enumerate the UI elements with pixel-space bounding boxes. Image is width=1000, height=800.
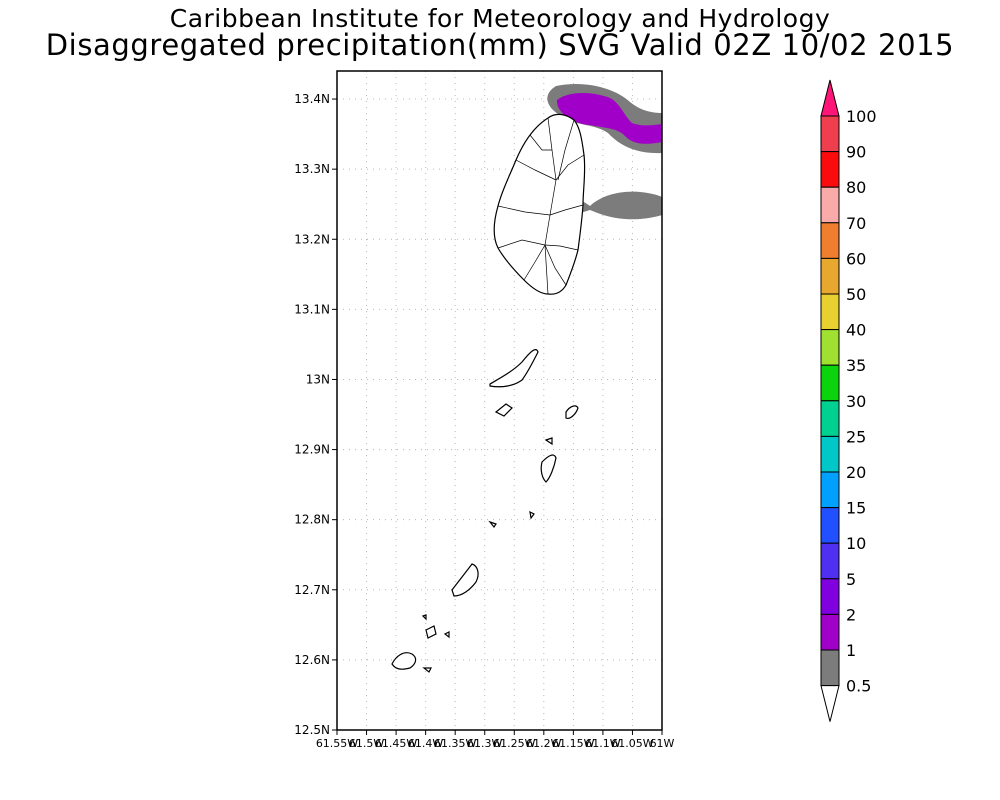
lon-tick-label: 61.15W (552, 737, 594, 750)
island-bequia (489, 349, 539, 388)
colorbar: 100 90 80 70 60 50 40 35 30 25 20 15 10 5 2 1 0.5 (820, 79, 877, 722)
colorbar-level-label: 40 (846, 321, 866, 340)
colorbar-level-label: 70 (846, 214, 866, 233)
islet-h (421, 614, 427, 621)
lat-tick-label: 12.5N (294, 723, 330, 737)
colorbar-level-label: 10 (846, 534, 866, 553)
colorbar-swatch (820, 507, 840, 544)
lat-tick-label: 13.1N (294, 302, 330, 316)
colorbar-level-label: 60 (846, 249, 866, 268)
colorbar-swatch (820, 471, 840, 509)
lon-tick-label: 61.05W (611, 737, 653, 750)
colorbar-level-label: 80 (846, 178, 866, 197)
islet-a (494, 403, 513, 417)
colorbar-level-label: 30 (846, 392, 866, 411)
lon-tick-label: 61.1W (585, 737, 620, 750)
map-frame (336, 70, 663, 731)
longitude-axis: 61.55W61.5W61.45W61.4W61.35W61.3W61.25W6… (316, 730, 675, 750)
lon-tick-label: 61W (650, 737, 675, 750)
colorbar-top-arrow (820, 79, 840, 117)
island-union (451, 563, 479, 597)
colorbar-swatch (820, 151, 840, 188)
colorbar-swatch (820, 364, 840, 402)
colorbar-level-label: 5 (846, 570, 856, 589)
islet-b (565, 405, 579, 419)
island-carriacou (391, 652, 417, 670)
colorbar-swatch (820, 329, 840, 366)
colorbar-level-label: 20 (846, 463, 866, 482)
lat-tick-label: 13.4N (294, 92, 330, 106)
lon-tick-label: 61.5W (349, 737, 384, 750)
lon-tick-label: 61.4W (408, 737, 443, 750)
lat-tick-label: 12.9N (294, 443, 330, 457)
lat-tick-label: 12.8N (294, 513, 330, 527)
lon-tick-label: 61.3W (467, 737, 502, 750)
institute-title: Caribbean Institute for Meteorology and … (169, 4, 831, 33)
colorbar-swatch (820, 400, 840, 437)
colorbar-level-label: 50 (846, 285, 866, 304)
colorbar-swatch (820, 613, 840, 651)
precip-area-purple-north (556, 93, 662, 144)
product-title: Disaggregated precipitation(mm) SVG Vali… (45, 28, 955, 62)
colorbar-level-label: 35 (846, 356, 866, 375)
islet-d (488, 520, 497, 529)
island-canouan (540, 454, 557, 483)
lon-tick-label: 61.35W (434, 737, 476, 750)
colorbar-level-label: 2 (846, 605, 856, 624)
colorbar-swatch (820, 222, 840, 259)
islet-c (544, 437, 553, 446)
lon-tick-label: 61.45W (375, 737, 417, 750)
colorbar-swatch (820, 435, 840, 473)
colorbar-swatch (820, 186, 840, 224)
lat-tick-label: 13N (306, 372, 330, 386)
colorbar-swatch (820, 293, 840, 331)
lon-tick-label: 61.2W (526, 737, 561, 750)
islet-g (443, 631, 450, 639)
colorbar-swatch (820, 257, 840, 295)
colorbar-bottom-arrow (820, 685, 840, 722)
colorbar-swatch (820, 542, 840, 580)
colorbar-swatch (820, 578, 840, 615)
colorbar-swatch (820, 649, 840, 687)
colorbar-level-label: 25 (846, 427, 866, 446)
islet-e (529, 510, 535, 520)
map-plot: 13.4N 13.3N 13.2N 13.1N 13N 12.9N 12.8N 12.7N 12… (294, 70, 675, 750)
lat-tick-label: 13.3N (294, 162, 330, 176)
island-st-vincent (493, 113, 586, 295)
colorbar-swatch (820, 115, 840, 153)
islet-f (425, 625, 437, 639)
lat-tick-label: 12.6N (294, 653, 330, 667)
colorbar-level-label: 15 (846, 499, 866, 518)
lon-tick-label: 61.25W (493, 737, 535, 750)
lat-tick-label: 12.7N (294, 583, 330, 597)
colorbar-level-label: 90 (846, 143, 866, 162)
coastlines (391, 113, 586, 673)
colorbar-level-label: 1 (846, 641, 856, 660)
lon-tick-label: 61.55W (316, 737, 358, 750)
islet-i (422, 667, 432, 673)
colorbar-level-label: 0.5 (846, 677, 871, 696)
latitude-axis: 13.4N 13.3N 13.2N 13.1N 13N 12.9N 12.8N 12.7N 12… (294, 92, 337, 737)
colorbar-level-label: 100 (846, 107, 877, 126)
lat-tick-label: 13.2N (294, 232, 330, 246)
